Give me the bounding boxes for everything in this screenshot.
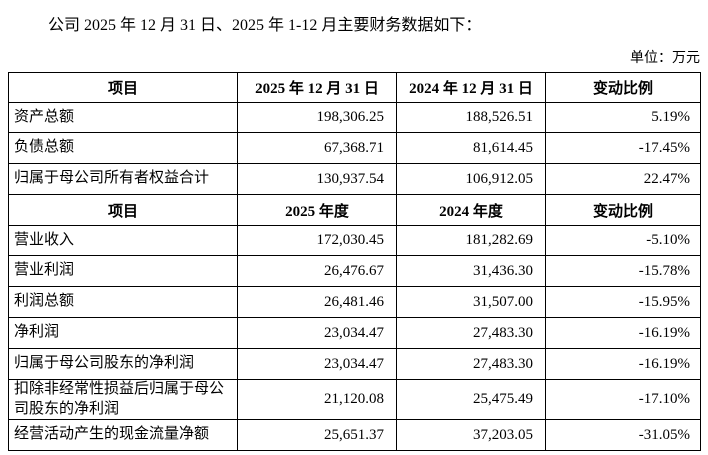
cell-item: 扣除非经常性损益后归属于母公司股东的净利润	[8, 379, 238, 420]
column-header-current-date: 2025 年 12 月 31 日	[237, 72, 397, 103]
cell-current-value: 26,481.46	[237, 286, 397, 318]
column-header-prior-period: 2024 年度	[396, 194, 546, 226]
table-row: 资产总额 198,306.25 188,526.51 5.19%	[8, 102, 701, 133]
cell-change-percent: 22.47%	[545, 163, 701, 195]
column-header-change: 变动比例	[545, 72, 701, 103]
cell-current-value: 23,034.47	[237, 317, 397, 349]
table-row: 经营活动产生的现金流量净额 25,651.37 37,203.05 -31.05…	[8, 419, 701, 451]
cell-item: 利润总额	[8, 286, 238, 318]
cell-current-value: 172,030.45	[237, 225, 397, 256]
balance-table-header-row: 项目 2025 年 12 月 31 日 2024 年 12 月 31 日 变动比…	[8, 72, 701, 103]
cell-item: 归属于母公司股东的净利润	[8, 348, 238, 380]
table-row: 营业利润 26,476.67 31,436.30 -15.78%	[8, 255, 701, 287]
cell-change-percent: -17.45%	[545, 132, 701, 164]
income-table-header-row: 项目 2025 年度 2024 年度 变动比例	[8, 194, 701, 226]
column-header-prior-date: 2024 年 12 月 31 日	[396, 72, 546, 103]
cell-prior-value: 31,507.00	[396, 286, 546, 318]
cell-prior-value: 27,483.30	[396, 348, 546, 380]
cell-item: 经营活动产生的现金流量净额	[8, 419, 238, 451]
cell-prior-value: 27,483.30	[396, 317, 546, 349]
cell-current-value: 130,937.54	[237, 163, 397, 195]
cell-change-percent: -31.05%	[545, 419, 701, 451]
column-header-current-period: 2025 年度	[237, 194, 397, 226]
cell-item: 负债总额	[8, 132, 238, 164]
cell-prior-value: 37,203.05	[396, 419, 546, 451]
cell-change-percent: -16.19%	[545, 348, 701, 380]
cell-item: 资产总额	[8, 102, 238, 133]
cell-change-percent: -15.95%	[545, 286, 701, 318]
cell-current-value: 198,306.25	[237, 102, 397, 133]
cell-change-percent: 5.19%	[545, 102, 701, 133]
table-row: 负债总额 67,368.71 81,614.45 -17.45%	[8, 132, 701, 164]
cell-current-value: 23,034.47	[237, 348, 397, 380]
cell-change-percent: -16.19%	[545, 317, 701, 349]
cell-item: 营业收入	[8, 225, 238, 256]
cell-prior-value: 25,475.49	[396, 379, 546, 420]
cell-current-value: 25,651.37	[237, 419, 397, 451]
cell-prior-value: 188,526.51	[396, 102, 546, 133]
table-row: 利润总额 26,481.46 31,507.00 -15.95%	[8, 286, 701, 318]
unit-label: 单位：万元	[630, 51, 700, 66]
cell-current-value: 67,368.71	[237, 132, 397, 164]
cell-change-percent: -15.78%	[545, 255, 701, 287]
table-row: 归属于母公司股东的净利润 23,034.47 27,483.30 -16.19%	[8, 348, 701, 380]
cell-change-percent: -17.10%	[545, 379, 701, 420]
cell-change-percent: -5.10%	[545, 225, 701, 256]
column-header-item: 项目	[8, 72, 238, 103]
financial-data-table: 项目 2025 年 12 月 31 日 2024 年 12 月 31 日 变动比…	[8, 72, 701, 451]
table-row: 归属于母公司所有者权益合计 130,937.54 106,912.05 22.4…	[8, 163, 701, 195]
table-row: 净利润 23,034.47 27,483.30 -16.19%	[8, 317, 701, 349]
table-row: 营业收入 172,030.45 181,282.69 -5.10%	[8, 225, 701, 256]
cell-prior-value: 181,282.69	[396, 225, 546, 256]
cell-item: 归属于母公司所有者权益合计	[8, 163, 238, 195]
cell-prior-value: 31,436.30	[396, 255, 546, 287]
cell-current-value: 21,120.08	[237, 379, 397, 420]
column-header-change: 变动比例	[545, 194, 701, 226]
cell-item: 净利润	[8, 317, 238, 349]
cell-item: 营业利润	[8, 255, 238, 287]
cell-current-value: 26,476.67	[237, 255, 397, 287]
table-row: 扣除非经常性损益后归属于母公司股东的净利润 21,120.08 25,475.4…	[8, 379, 701, 420]
document-title: 公司 2025 年 12 月 31 日、2025 年 1-12 月主要财务数据如…	[48, 17, 482, 34]
column-header-item: 项目	[8, 194, 238, 226]
cell-prior-value: 81,614.45	[396, 132, 546, 164]
cell-prior-value: 106,912.05	[396, 163, 546, 195]
